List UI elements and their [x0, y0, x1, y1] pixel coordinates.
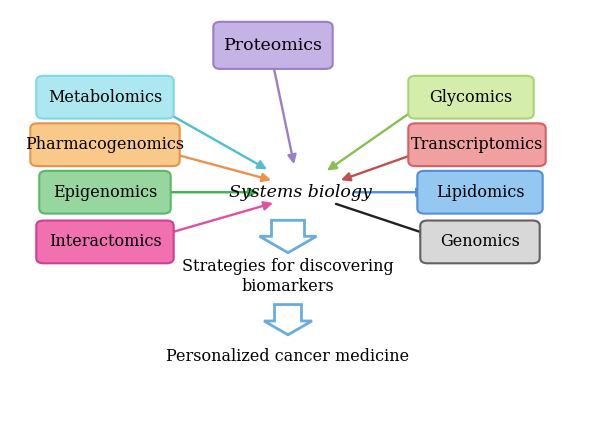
FancyBboxPatch shape [409, 76, 534, 119]
Text: Personalized cancer medicine: Personalized cancer medicine [166, 348, 410, 365]
FancyBboxPatch shape [30, 124, 180, 166]
Polygon shape [264, 305, 312, 335]
Text: Glycomics: Glycomics [430, 89, 512, 106]
Polygon shape [260, 220, 317, 253]
FancyBboxPatch shape [214, 22, 332, 69]
Text: Transcriptomics: Transcriptomics [411, 136, 543, 153]
FancyBboxPatch shape [418, 171, 542, 213]
Text: Lipidomics: Lipidomics [436, 184, 524, 201]
FancyBboxPatch shape [36, 220, 174, 264]
FancyBboxPatch shape [409, 124, 546, 166]
Text: Metabolomics: Metabolomics [48, 89, 162, 106]
Text: Interactomics: Interactomics [49, 233, 161, 251]
Text: Pharmacogenomics: Pharmacogenomics [25, 136, 185, 153]
FancyBboxPatch shape [420, 220, 540, 264]
Text: Genomics: Genomics [440, 233, 520, 251]
Text: Epigenomics: Epigenomics [53, 184, 157, 201]
Text: Strategies for discovering
biomarkers: Strategies for discovering biomarkers [182, 258, 394, 295]
FancyBboxPatch shape [39, 171, 170, 213]
FancyBboxPatch shape [36, 76, 174, 119]
Text: Proteomics: Proteomics [223, 37, 323, 54]
Text: Systems biology: Systems biology [229, 184, 371, 201]
